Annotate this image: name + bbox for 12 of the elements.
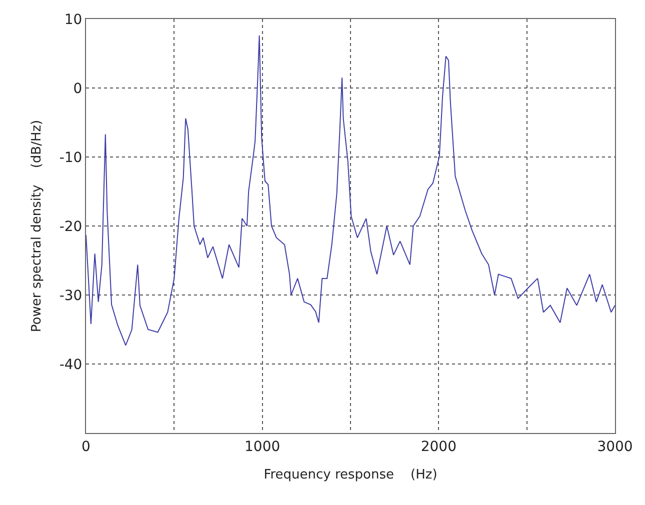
y-tick-label: -10 xyxy=(59,150,82,166)
x-axis-title: Frequency response (Hz) xyxy=(264,467,438,482)
y-tick-label: -20 xyxy=(59,218,82,235)
y-tick-label: -30 xyxy=(59,288,82,304)
line-series xyxy=(86,35,615,346)
x-tick-label: 3000 xyxy=(597,438,633,455)
y-axis-title: Power spectral density (dB/Hz) xyxy=(29,120,44,332)
y-tick-label: 0 xyxy=(73,80,82,97)
y-tick-label: -40 xyxy=(59,356,82,373)
y-tick-label: 10 xyxy=(64,12,82,28)
x-tick-label: 1000 xyxy=(244,438,280,455)
x-tick-label: 2000 xyxy=(420,438,456,455)
